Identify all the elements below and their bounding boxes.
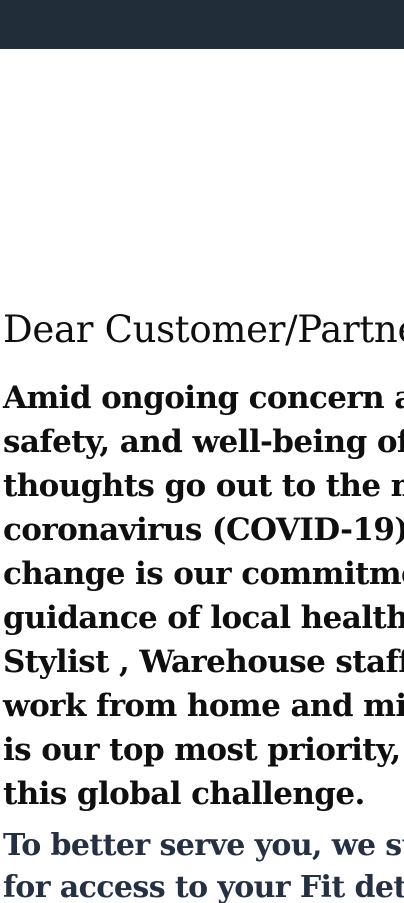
notice-title: Dear Customer/Partne	[3, 308, 404, 351]
notice-paragraph-line: is our top most priority, an	[3, 732, 404, 768]
notice-paragraph-line: this global challenge.	[3, 776, 365, 812]
notice-paragraph-line: Amid ongoing concern abo	[3, 380, 404, 416]
top-nav-bar	[0, 0, 404, 49]
notice-paragraph-line: safety, and well-being of ou	[3, 424, 404, 460]
notice-paragraph-line: Stylist , Warehouse staff , H	[3, 644, 404, 680]
notice-paragraph2-line: To better serve you, we stro	[3, 828, 404, 863]
notice-paragraph2-line: for access to your Fit details	[3, 870, 404, 903]
notice-paragraph-line: work from home and mini	[3, 688, 404, 724]
notice-paragraph-line: guidance of local health de	[3, 600, 404, 636]
notice-paragraph-line: change is our commitment	[3, 556, 404, 592]
notice-paragraph-line: coronavirus (COVID-19). A	[3, 512, 404, 548]
notice-paragraph-line: thoughts go out to the mar	[3, 468, 404, 504]
